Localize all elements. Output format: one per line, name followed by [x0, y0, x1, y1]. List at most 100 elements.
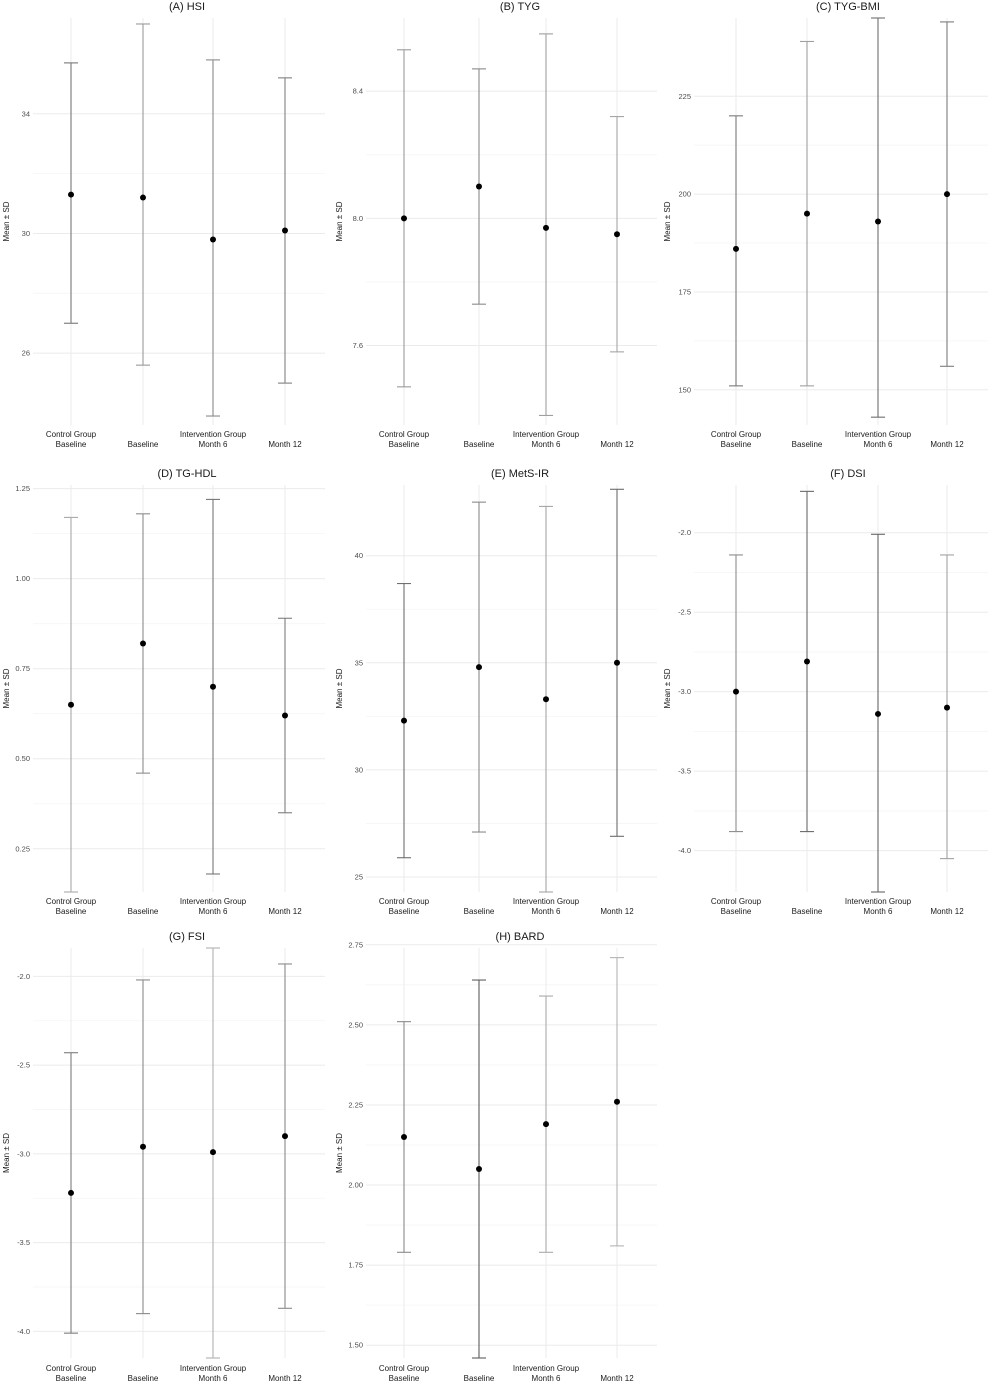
- x-category-label: Baseline: [464, 1374, 495, 1383]
- mean-point: [68, 701, 74, 708]
- panel-4: 0.25 0.50 0.75 1.00 1.25 (D) TG-HDL Mean ± SD C…: [2, 468, 325, 916]
- panel-title: (D) TG-HDL: [157, 468, 216, 480]
- mean-point: [476, 664, 482, 671]
- x-category-label: Intervention Group Month 6: [513, 430, 580, 449]
- y-tick-label: 2.50: [348, 1020, 363, 1029]
- y-tick-label: -2.0: [17, 972, 30, 981]
- mean-point: [804, 658, 810, 665]
- y-tick-label: -2.0: [678, 528, 691, 537]
- x-category-label: Control Group Baseline: [379, 897, 430, 916]
- y-tick-label: 26: [22, 349, 30, 358]
- x-category-label: Month 12: [268, 440, 302, 449]
- x-category-label: Baseline: [128, 1374, 159, 1383]
- x-category-label: Baseline: [792, 440, 823, 449]
- x-category-label: Control Group Baseline: [379, 1364, 430, 1383]
- panel-7: -4.0 -3.5 -3.0 -2.5 -2.0 (G) FSI Mean ± SD Cont…: [2, 931, 325, 1383]
- x-category-label-line: Month 12: [600, 907, 634, 916]
- x-category-label: Control Group Baseline: [46, 430, 97, 449]
- x-category-label-line: Month 12: [268, 907, 302, 916]
- x-category-label: Intervention Group Month 6: [513, 897, 580, 916]
- y-tick-label: -2.5: [17, 1061, 30, 1070]
- mean-point: [401, 215, 407, 222]
- y-tick-label: -3.0: [17, 1149, 30, 1158]
- mean-point: [543, 224, 549, 231]
- mean-point: [210, 236, 216, 243]
- mean-point: [614, 659, 620, 666]
- x-category-label: Month 12: [600, 1374, 634, 1383]
- x-category-label-line: Control Group: [379, 430, 430, 439]
- mean-point: [140, 1143, 146, 1150]
- y-tick-label: -2.5: [678, 608, 691, 617]
- x-category-label-line: Baseline: [56, 907, 87, 916]
- mean-point: [614, 1098, 620, 1105]
- x-category-label-line: Baseline: [721, 440, 752, 449]
- mean-point: [476, 183, 482, 190]
- x-category-label-line: Baseline: [792, 440, 823, 449]
- y-tick-label: 2.25: [348, 1100, 363, 1109]
- x-category-label: Intervention Group Month 6: [180, 1364, 247, 1383]
- x-category-label-line: Baseline: [464, 907, 495, 916]
- x-category-label-line: Intervention Group: [845, 897, 912, 906]
- y-tick-label: 1.00: [15, 574, 30, 583]
- x-category-label: Baseline: [128, 440, 159, 449]
- y-axis-label: Mean ± SD: [335, 201, 344, 241]
- x-category-label-line: Month 6: [532, 1374, 561, 1383]
- x-category-label-line: Baseline: [128, 440, 159, 449]
- mean-point: [401, 1133, 407, 1140]
- y-tick-label: 25: [355, 873, 363, 882]
- x-category-label-line: Month 12: [600, 440, 634, 449]
- x-category-label: Baseline: [128, 907, 159, 916]
- x-category-label-line: Control Group: [379, 897, 430, 906]
- y-tick-label: 35: [355, 658, 363, 667]
- mean-point: [68, 191, 74, 198]
- y-tick-label: -4.0: [17, 1327, 30, 1336]
- x-category-label: Control Group Baseline: [46, 1364, 97, 1383]
- y-tick-label: 34: [22, 109, 30, 118]
- mean-point: [733, 245, 739, 252]
- x-category-label-line: Month 12: [930, 440, 964, 449]
- y-tick-label: 8.0: [353, 214, 363, 223]
- mean-point: [543, 696, 549, 703]
- panel-5: 25 30 35 40 (E) MetS-IR Mean ± SD Control Grou…: [335, 468, 657, 916]
- x-category-label-line: Intervention Group: [180, 897, 247, 906]
- x-category-label-line: Month 6: [532, 907, 561, 916]
- mean-point: [140, 194, 146, 201]
- x-category-label-line: Month 12: [930, 907, 964, 916]
- panel-title: (C) TYG-BMI: [816, 1, 880, 13]
- x-category-label-line: Month 6: [199, 907, 228, 916]
- x-category-label: Control Group Baseline: [46, 897, 97, 916]
- x-category-label-line: Month 6: [864, 907, 893, 916]
- x-category-label: Control Group Baseline: [711, 897, 762, 916]
- x-category-label-line: Control Group: [46, 430, 97, 439]
- x-category-label-line: Control Group: [46, 897, 97, 906]
- mean-point: [282, 1133, 288, 1140]
- mean-point: [614, 231, 620, 238]
- x-category-label-line: Baseline: [128, 907, 159, 916]
- y-axis-label: Mean ± SD: [2, 668, 11, 708]
- x-category-label-line: Control Group: [711, 430, 762, 439]
- panel-title: (B) TYG: [500, 1, 540, 13]
- x-category-label-line: Intervention Group: [513, 430, 580, 439]
- y-tick-label: 0.50: [15, 754, 30, 763]
- mean-point: [282, 227, 288, 234]
- x-category-label-line: Intervention Group: [513, 1364, 580, 1373]
- y-tick-label: -3.5: [678, 767, 691, 776]
- y-tick-label: -3.5: [17, 1238, 30, 1247]
- y-tick-label: -3.0: [678, 687, 691, 696]
- x-category-label: Intervention Group Month 6: [845, 897, 912, 916]
- mean-point: [875, 218, 881, 225]
- x-category-label-line: Baseline: [56, 440, 87, 449]
- y-axis-label: Mean ± SD: [2, 1133, 11, 1173]
- y-tick-label: 1.25: [15, 484, 30, 493]
- panel-title: (F) DSI: [830, 468, 865, 480]
- x-category-label-line: Control Group: [46, 1364, 97, 1373]
- x-category-label-line: Baseline: [721, 907, 752, 916]
- y-tick-label: 30: [355, 765, 363, 774]
- x-category-label-line: Control Group: [379, 1364, 430, 1373]
- mean-point: [944, 704, 950, 711]
- x-category-label-line: Baseline: [128, 1374, 159, 1383]
- x-category-label: Baseline: [464, 907, 495, 916]
- x-category-label-line: Month 6: [532, 440, 561, 449]
